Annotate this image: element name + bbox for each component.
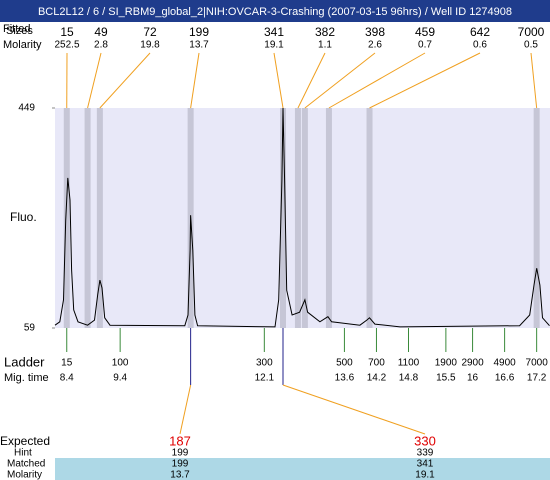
expected-connector <box>282 384 426 435</box>
hint-value: 199 <box>172 448 189 459</box>
peak-molarity: 19.1 <box>264 40 284 51</box>
peak-band <box>533 108 540 328</box>
ladder-size: 7000 <box>526 358 549 369</box>
expected-value: 330 <box>414 433 436 448</box>
matched-value: 341 <box>417 459 434 470</box>
peak-molarity: 2.6 <box>368 40 382 51</box>
expected-label: Expected <box>0 434 50 448</box>
matched-value: 199 <box>172 459 189 470</box>
mig-time-label: Mig. time <box>4 372 49 384</box>
peak-band <box>96 108 103 328</box>
matched-row-bg <box>55 458 550 469</box>
ladder-size: 700 <box>368 358 385 369</box>
ladder-size: 15 <box>61 358 73 369</box>
peak-size: 459 <box>415 25 435 39</box>
peak-connector <box>273 52 284 109</box>
molarity-label: Molarity <box>3 39 42 51</box>
ladder-mig-time: 13.6 <box>335 373 355 384</box>
title-bar <box>0 0 550 22</box>
peak-size: 398 <box>365 25 385 39</box>
ladder-size: 4900 <box>493 358 516 369</box>
peak-connector <box>369 52 481 109</box>
peak-band <box>280 108 287 328</box>
peak-size: 72 <box>143 25 157 39</box>
matched-label: Matched <box>7 459 45 470</box>
ladder-size: 100 <box>112 358 129 369</box>
fitted-label: Fitted <box>3 23 31 35</box>
molarity-row-label: Molarity <box>7 470 42 480</box>
peak-molarity: 0.5 <box>524 40 538 51</box>
molarity-value: 13.7 <box>170 470 190 480</box>
peak-molarity: 13.7 <box>189 40 209 51</box>
ladder-mig-time: 17.2 <box>527 373 547 384</box>
ladder-mig-time: 15.5 <box>436 373 456 384</box>
ladder-mig-time: 14.2 <box>367 373 387 384</box>
peak-molarity: 0.6 <box>473 40 487 51</box>
sizes-label: Sizes <box>6 25 33 37</box>
ladder-size: 500 <box>336 358 353 369</box>
expected-value: 187 <box>169 433 191 448</box>
y-tick-label: 59 <box>24 323 36 334</box>
peak-connector <box>297 52 326 109</box>
peak-molarity: 1.1 <box>318 40 332 51</box>
peak-molarity: 19.8 <box>140 40 160 51</box>
trace <box>54 107 550 328</box>
expected-connector <box>179 384 192 435</box>
peak-size: 49 <box>94 25 108 39</box>
molarity-row-bg <box>55 469 550 480</box>
peak-band <box>325 108 332 328</box>
ladder-label: Ladder <box>4 354 45 369</box>
y-axis-label: Fluo. <box>10 210 37 224</box>
peak-band <box>366 108 373 328</box>
ladder-size: 1900 <box>435 358 458 369</box>
y-tick-label: 449 <box>18 103 35 114</box>
hint-value: 339 <box>417 448 434 459</box>
hint-label: Hint <box>14 448 32 459</box>
ladder-mig-time: 16 <box>467 373 479 384</box>
peak-band <box>84 108 91 328</box>
title: BCL2L12 / 6 / SI_RBM9_global_2|NIH:OVCAR… <box>38 6 512 18</box>
peak-size: 199 <box>189 25 209 39</box>
peak-connector <box>190 52 200 109</box>
peak-size: 642 <box>470 25 490 39</box>
peak-band <box>301 108 308 328</box>
ladder-size: 300 <box>256 358 273 369</box>
peak-connector <box>530 52 538 109</box>
molarity-value: 19.1 <box>415 470 435 480</box>
peak-molarity: 0.7 <box>418 40 432 51</box>
ladder-size: 1100 <box>398 358 420 369</box>
peak-size: 341 <box>264 25 284 39</box>
ladder-mig-time: 16.6 <box>495 373 515 384</box>
peak-size: 382 <box>315 25 335 39</box>
peak-size: 7000 <box>518 25 545 39</box>
peak-connector <box>87 52 102 109</box>
peak-band <box>294 108 301 328</box>
peak-molarity: 252.5 <box>54 40 79 51</box>
peak-size: 15 <box>60 25 74 39</box>
ladder-mig-time: 14.8 <box>399 373 419 384</box>
ladder-mig-time: 12.1 <box>255 373 275 384</box>
ladder-size: 2900 <box>461 358 484 369</box>
peak-connector <box>99 52 151 109</box>
peak-connector <box>328 52 426 109</box>
ladder-mig-time: 9.4 <box>113 373 127 384</box>
peak-connector <box>304 52 376 109</box>
ladder-mig-time: 8.4 <box>60 373 74 384</box>
peak-molarity: 2.8 <box>94 40 108 51</box>
peak-band <box>63 108 70 328</box>
